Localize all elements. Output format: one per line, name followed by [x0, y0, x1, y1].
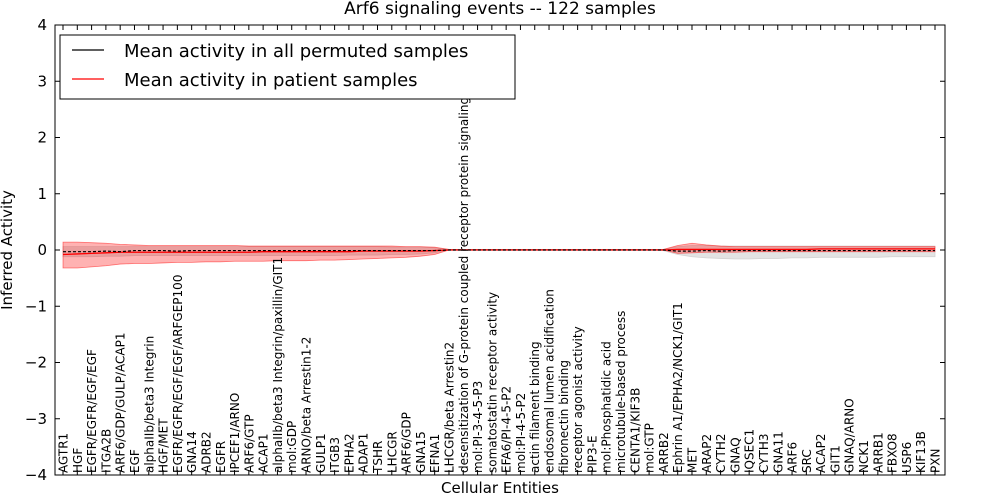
permuted-mean-line [63, 249, 935, 253]
x-tick-label: mol:GDP [285, 421, 299, 473]
x-tick-label: ACAP1 [257, 434, 271, 473]
x-tick-label: FBXO8 [886, 433, 900, 473]
x-tick-label: LHCGR [385, 431, 399, 473]
x-tick-label: EPHA2 [342, 433, 356, 473]
x-tick-label: endosomal lumen acidification [543, 289, 557, 473]
x-tick-label: GNAQ [728, 437, 742, 473]
x-tick-label: mol:GTP [643, 423, 657, 473]
x-tick-label: GIT1 [828, 445, 842, 473]
legend-label-permuted: Mean activity in all permuted samples [124, 41, 468, 62]
x-tick-label: mol:Phosphatidic acid [600, 341, 614, 473]
x-tick-label: ARF6 [786, 442, 800, 473]
x-tick-label: MET [685, 447, 699, 473]
patient-spread-band [62, 241, 936, 269]
y-ticks-layer: −4 −3 −2 −1 0 1 2 3 4 [25, 16, 945, 484]
x-tick-label: ITGA2B [99, 429, 113, 473]
legend-label-patient: Mean activity in patient samples [124, 70, 418, 91]
y-tick-label: 2 [37, 129, 47, 147]
x-tick-label: ADAP1 [357, 433, 371, 473]
x-tick-label: EGFR/EGFR/EGF/EGF/ARFGEP100 [171, 275, 185, 473]
x-tick-label: CENTA1/KIF3B [628, 388, 642, 473]
x-tick-label: GULP1 [314, 433, 328, 473]
lines-layer [62, 248, 935, 256]
x-tick-label: EFNA1 [428, 434, 442, 473]
x-tick-label: CYTH3 [757, 434, 771, 474]
x-tick-label: mol:PI-3-4-5-P3 [471, 381, 485, 473]
x-tick-labels-layer: AGTR1 HGF EGFR/EGFR/EGF/EGF ITGA2B ARF6/GDP/… [57, 42, 943, 474]
x-tick-label: EFA6/PI-4-5-P2 [500, 386, 514, 473]
x-tick-label: ARF6/GTP [242, 414, 256, 473]
x-tick-label: desensitization of G-protein coupled rec… [457, 42, 471, 473]
y-tick-label: 1 [37, 185, 47, 203]
y-tick-label: 0 [37, 241, 47, 259]
y-tick-label: −1 [25, 297, 47, 315]
x-tick-label: Ephrin A1/EPHA2/NCK1/GIT1 [671, 302, 685, 473]
y-tick-label: −4 [25, 466, 47, 484]
y-tick-label: −2 [25, 354, 47, 372]
y-tick-label: 4 [37, 16, 47, 34]
x-axis-label: Cellular Entities [441, 479, 559, 497]
x-tick-label: ARRB1 [871, 432, 885, 473]
x-tick-label: AGTR1 [57, 433, 71, 473]
x-tick-label: ARNO/beta Arrestin1-2 [300, 337, 314, 473]
x-tick-label: ADRB2 [199, 431, 213, 473]
x-tick-label: HGF [71, 448, 85, 473]
x-tick-label: GNA14 [185, 431, 199, 473]
x-tick-label: alphaIIb/beta3 Integrin [142, 336, 156, 473]
x-tick-label: GNAQ/ARNO [843, 398, 857, 473]
x-tick-label: ARAP2 [700, 434, 714, 473]
x-tick-label: EGF [128, 449, 142, 473]
x-tick-label: EGFR/EGFR/EGF/EGF [85, 349, 99, 473]
x-tick-label: ARF6/GDP [400, 412, 414, 473]
y-tick-label: 3 [37, 72, 47, 90]
x-tick-label: mol:PI-4-5-P2 [514, 393, 528, 473]
x-tick-label: NCK1 [857, 440, 871, 473]
x-tick-label: HGF/MET [157, 418, 171, 473]
x-tick-label: IPCEF1/ARNO [228, 393, 242, 473]
x-tick-label: IQSEC1 [743, 429, 757, 473]
x-tick-label: ITGB3 [328, 437, 342, 473]
x-tick-label: EGFR [214, 441, 228, 473]
x-tick-label: ARRB2 [657, 432, 671, 473]
x-tick-label: actin filament binding [528, 341, 542, 473]
x-tick-label: SRC [800, 449, 814, 473]
x-tick-label: LHCGR/beta Arrestin2 [442, 342, 456, 473]
legend-box [59, 34, 516, 100]
x-tick-label: USP6 [900, 442, 914, 473]
y-axis-label: Inferred Activity [0, 190, 16, 310]
x-tick-label: fibronectin binding [557, 360, 571, 473]
x-tick-label: microtubule-based process [614, 311, 628, 473]
x-ticks-layer [62, 25, 936, 475]
x-tick-label: somatostatin receptor activity [485, 292, 499, 473]
x-tick-label: KIF13B [914, 431, 928, 473]
x-tick-label: alphaIIb/beta3 Integrin/paxillin/GIT1 [271, 257, 285, 473]
x-tick-label: PXN [929, 449, 943, 473]
x-tick-label: GNA11 [771, 431, 785, 473]
chart-title: Arf6 signaling events -- 122 samples [344, 0, 656, 19]
x-tick-label: receptor agonist activity [571, 326, 585, 473]
legend: Mean activity in all permuted samples Me… [59, 34, 516, 100]
x-tick-label: ACAP2 [814, 434, 828, 473]
x-tick-label: TSHR [371, 441, 385, 474]
y-tick-label: −3 [25, 410, 47, 428]
x-tick-label: GNA15 [414, 431, 428, 473]
x-tick-label: CYTH2 [714, 434, 728, 474]
x-tick-label: PIP3-E [585, 435, 599, 473]
x-tick-label: ARF6/GDP/GULP/ACAP1 [114, 333, 128, 473]
